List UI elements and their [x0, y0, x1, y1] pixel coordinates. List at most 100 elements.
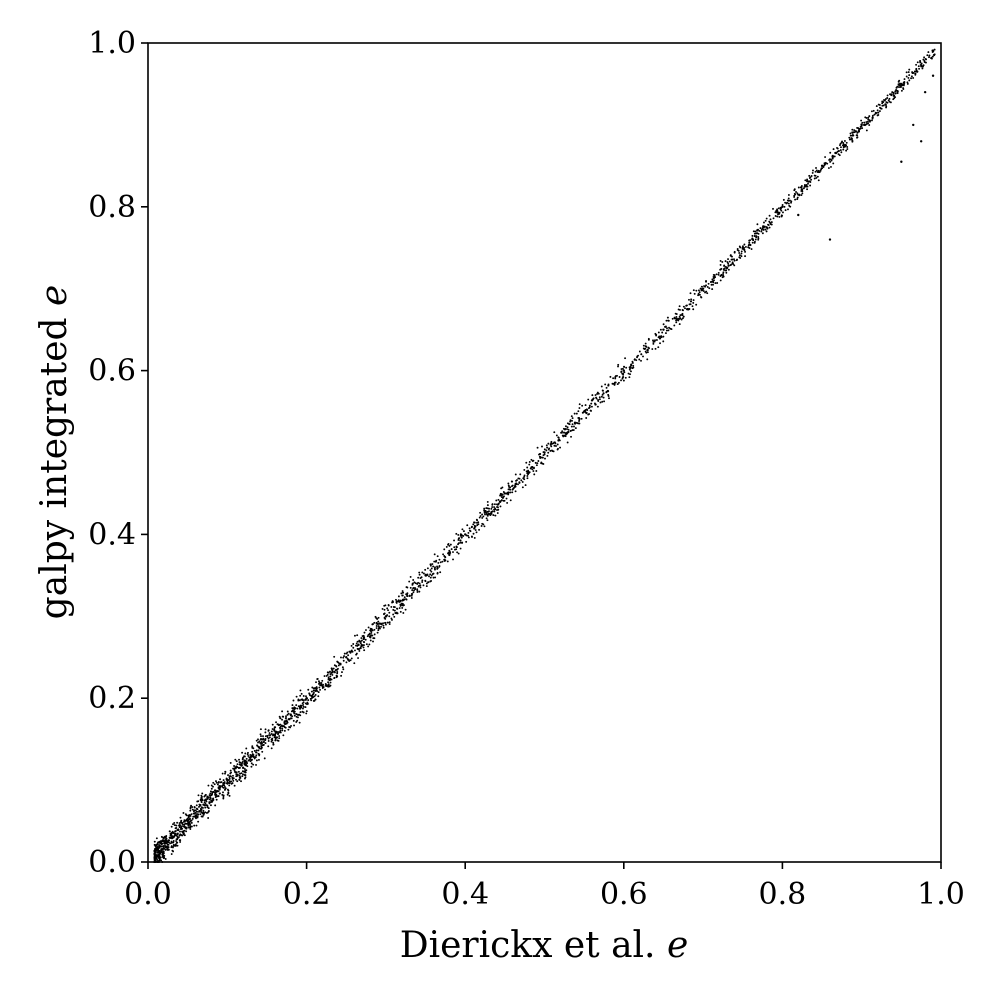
data-point — [914, 73, 917, 76]
data-point — [701, 289, 704, 292]
data-point — [719, 279, 722, 282]
data-point — [602, 389, 604, 392]
data-point — [356, 634, 359, 637]
data-point — [279, 729, 282, 732]
data-point — [234, 758, 237, 761]
data-point — [243, 774, 246, 776]
data-point — [897, 83, 900, 86]
data-point — [742, 247, 745, 250]
data-point — [212, 781, 215, 784]
data-point — [509, 488, 512, 491]
data-point — [350, 644, 353, 647]
data-point — [556, 448, 559, 451]
data-point — [740, 250, 743, 253]
data-point — [865, 121, 868, 124]
data-point — [352, 643, 355, 645]
data-point — [227, 789, 230, 792]
data-point — [229, 769, 232, 772]
data-point — [566, 422, 569, 425]
data-point — [189, 825, 192, 828]
data-point — [517, 483, 519, 486]
data-point — [900, 89, 903, 92]
data-point — [238, 774, 241, 777]
data-point — [301, 710, 304, 713]
data-point — [282, 725, 285, 727]
data-point — [674, 312, 677, 315]
data-point — [247, 754, 250, 757]
data-point — [352, 646, 355, 649]
data-point — [733, 264, 736, 267]
data-point — [799, 186, 802, 189]
data-point — [592, 397, 595, 400]
data-point — [406, 595, 409, 598]
data-point — [695, 289, 698, 292]
data-point — [312, 693, 315, 696]
data-point — [675, 319, 678, 322]
data-point — [721, 261, 724, 263]
data-point — [154, 847, 156, 850]
data-point — [822, 166, 825, 168]
data-point — [272, 741, 275, 744]
data-point — [500, 499, 503, 502]
data-point — [486, 514, 489, 517]
data-point — [181, 825, 184, 827]
data-point — [706, 286, 709, 288]
data-point — [222, 786, 225, 789]
data-point — [376, 631, 379, 634]
data-point — [842, 142, 845, 144]
data-point — [178, 826, 181, 829]
data-point — [359, 640, 362, 643]
data-point — [243, 755, 245, 758]
data-point — [870, 110, 873, 113]
data-point — [622, 379, 625, 382]
data-point — [222, 782, 225, 785]
data-point — [477, 521, 480, 524]
data-point — [421, 571, 424, 574]
data-point — [815, 167, 817, 169]
data-point — [659, 342, 661, 345]
data-point — [622, 369, 625, 372]
data-point — [283, 720, 286, 723]
data-point — [298, 721, 301, 724]
data-point — [587, 398, 590, 401]
data-point — [896, 90, 899, 93]
data-point — [214, 789, 217, 792]
data-point — [735, 259, 738, 262]
data-point — [393, 615, 396, 618]
data-point — [857, 127, 860, 129]
data-point — [375, 627, 378, 629]
data-point — [196, 813, 198, 815]
data-point — [905, 71, 908, 74]
data-point — [349, 651, 352, 654]
data-point — [312, 687, 315, 690]
data-point — [751, 234, 754, 237]
data-point — [678, 315, 681, 318]
data-point — [434, 568, 436, 571]
data-point — [678, 305, 681, 308]
data-point — [779, 206, 782, 209]
data-point — [796, 192, 799, 195]
data-point — [455, 532, 458, 535]
data-point — [820, 167, 823, 170]
data-point — [273, 728, 276, 730]
data-point — [499, 494, 502, 497]
data-point — [403, 598, 406, 601]
data-point — [201, 806, 204, 809]
data-point — [919, 140, 923, 143]
data-point — [445, 545, 448, 548]
data-point — [233, 767, 236, 770]
data-point — [320, 683, 323, 686]
data-point — [681, 317, 684, 320]
data-point — [917, 65, 920, 68]
data-point — [302, 695, 305, 697]
data-point — [764, 228, 767, 231]
data-point — [642, 347, 645, 350]
data-point — [293, 708, 296, 711]
data-point — [332, 667, 335, 670]
data-point — [187, 818, 190, 820]
data-point — [298, 706, 301, 709]
data-point — [157, 851, 160, 854]
data-point — [430, 570, 433, 573]
data-point — [392, 606, 395, 608]
data-point — [804, 179, 807, 182]
